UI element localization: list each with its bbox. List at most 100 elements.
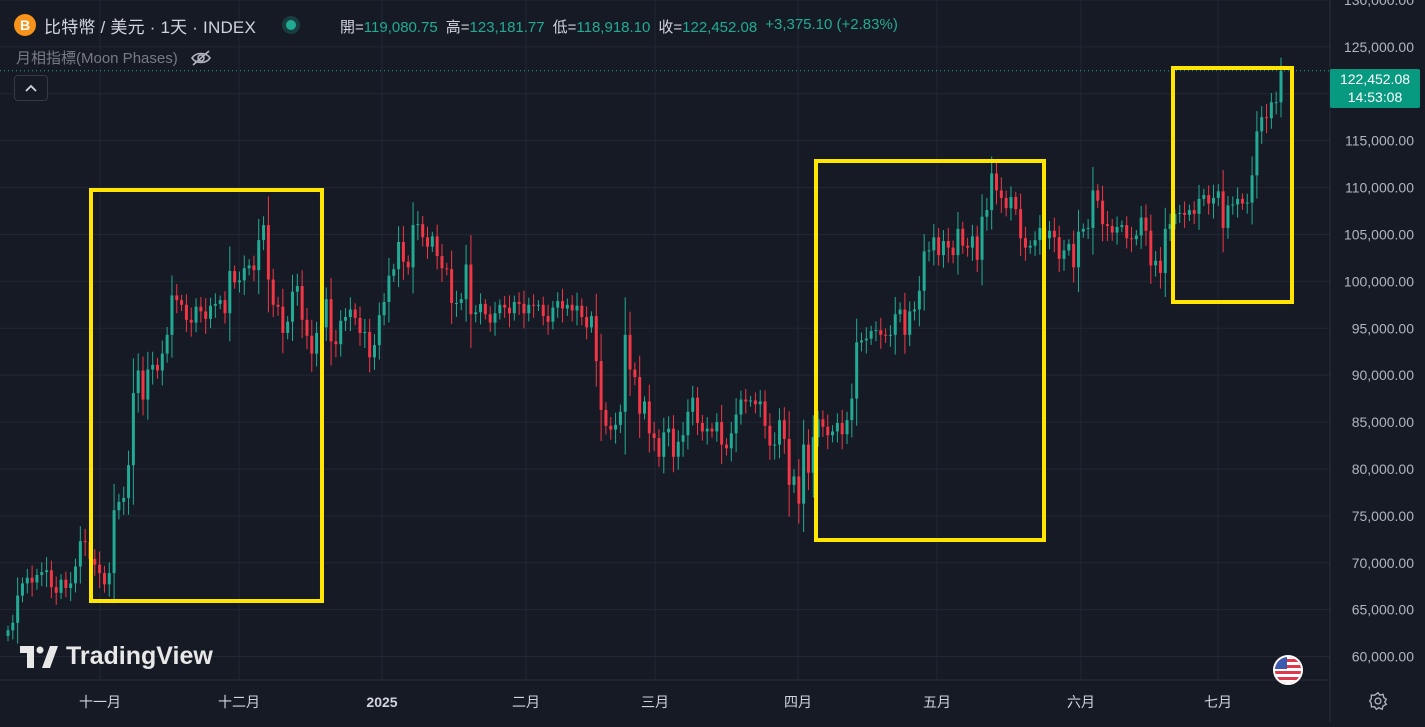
candle-body[interactable] — [589, 316, 593, 328]
candle-body[interactable] — [151, 364, 155, 370]
candle-body[interactable] — [1110, 226, 1114, 233]
collapse-legend-button[interactable] — [14, 75, 48, 101]
candle-body[interactable] — [204, 311, 208, 319]
candle-body[interactable] — [1134, 235, 1138, 240]
candle-body[interactable] — [1168, 224, 1172, 229]
candle-body[interactable] — [440, 256, 444, 269]
candle-body[interactable] — [170, 295, 174, 335]
candle-body[interactable] — [864, 338, 868, 341]
candle-body[interactable] — [671, 428, 675, 457]
candle-body[interactable] — [1144, 217, 1148, 231]
candle-body[interactable] — [729, 433, 733, 449]
candle-body[interactable] — [1154, 260, 1158, 266]
candle-body[interactable] — [995, 173, 998, 191]
candle-body[interactable] — [291, 291, 294, 322]
candle-body[interactable] — [594, 316, 598, 362]
candle-body[interactable] — [102, 573, 106, 585]
candle-body[interactable] — [845, 420, 849, 435]
candle-body[interactable] — [676, 441, 680, 457]
candle-body[interactable] — [430, 236, 434, 247]
candle-body[interactable] — [705, 428, 709, 432]
candle-body[interactable] — [54, 587, 58, 593]
candle-body[interactable] — [25, 577, 29, 584]
candle-body[interactable] — [1028, 245, 1032, 248]
candle-body[interactable] — [966, 245, 970, 248]
candle-body[interactable] — [1260, 117, 1264, 132]
candle-body[interactable] — [295, 286, 299, 292]
candle-body[interactable] — [575, 305, 579, 311]
candle-body[interactable] — [1139, 217, 1143, 236]
candle-body[interactable] — [98, 564, 102, 574]
candle-body[interactable] — [1240, 198, 1244, 204]
symbol-header[interactable]: B 比特幣 / 美元 · 1天 · INDEX — [14, 12, 314, 38]
candle-body[interactable] — [946, 241, 950, 248]
candle-body[interactable] — [855, 342, 859, 399]
candle-body[interactable] — [1062, 250, 1066, 259]
candle-body[interactable] — [401, 241, 405, 262]
candle-body[interactable] — [194, 306, 198, 323]
candle-body[interactable] — [647, 401, 651, 434]
candle-body[interactable] — [233, 271, 237, 283]
candle-body[interactable] — [74, 566, 78, 584]
candle-body[interactable] — [657, 438, 661, 457]
candle-body[interactable] — [1125, 225, 1129, 239]
candle-body[interactable] — [797, 476, 801, 504]
candle-body[interactable] — [802, 444, 806, 504]
candle-body[interactable] — [45, 570, 49, 573]
candle-body[interactable] — [1096, 190, 1100, 201]
candle-body[interactable] — [739, 399, 743, 415]
candle-body[interactable] — [11, 622, 15, 631]
candle-body[interactable] — [1236, 198, 1240, 205]
candle-body[interactable] — [546, 316, 550, 322]
candle-body[interactable] — [1187, 210, 1191, 215]
candle-body[interactable] — [1274, 102, 1278, 104]
candle-body[interactable] — [1183, 212, 1187, 215]
candle-body[interactable] — [835, 423, 839, 432]
candle-body[interactable] — [209, 305, 213, 319]
candle-body[interactable] — [628, 334, 632, 370]
candle-body[interactable] — [1163, 228, 1167, 273]
candle-body[interactable] — [353, 309, 357, 318]
candle-body[interactable] — [1245, 202, 1249, 204]
candle-body[interactable] — [1216, 191, 1220, 198]
candle-body[interactable] — [811, 437, 815, 473]
candle-body[interactable] — [1105, 224, 1109, 227]
candle-body[interactable] — [160, 353, 164, 371]
candle-body[interactable] — [228, 271, 232, 314]
candle-body[interactable] — [1255, 131, 1259, 176]
candle-body[interactable] — [122, 498, 126, 502]
candle-body[interactable] — [1207, 195, 1211, 204]
candle-body[interactable] — [503, 304, 507, 308]
candle-body[interactable] — [1197, 198, 1201, 214]
candle-body[interactable] — [633, 369, 637, 378]
candle-body[interactable] — [536, 304, 540, 306]
candle-body[interactable] — [806, 444, 810, 473]
candle-body[interactable] — [1130, 238, 1134, 240]
candle-body[interactable] — [565, 304, 569, 309]
candle-body[interactable] — [262, 225, 266, 241]
market-status-dot-icon[interactable] — [286, 20, 296, 30]
candle-body[interactable] — [310, 335, 314, 354]
candle-body[interactable] — [527, 304, 531, 314]
candle-body[interactable] — [532, 304, 536, 306]
candle-body[interactable] — [416, 224, 420, 226]
candle-body[interactable] — [459, 299, 463, 303]
candle-body[interactable] — [271, 279, 275, 305]
candle-body[interactable] — [724, 444, 728, 449]
candle-body[interactable] — [1072, 243, 1076, 268]
candle-body[interactable] — [1076, 231, 1080, 268]
candle-body[interactable] — [715, 422, 719, 432]
candle-body[interactable] — [975, 236, 979, 260]
candle-body[interactable] — [710, 428, 714, 432]
candle-body[interactable] — [1057, 237, 1061, 259]
candle-body[interactable] — [426, 237, 430, 247]
candle-body[interactable] — [237, 280, 241, 283]
candle-body[interactable] — [961, 228, 965, 246]
candle-body[interactable] — [1279, 70, 1283, 103]
candle-body[interactable] — [1048, 230, 1052, 239]
candle-body[interactable] — [1250, 175, 1254, 203]
candle-body[interactable] — [372, 345, 376, 358]
candle-body[interactable] — [1149, 230, 1153, 266]
candle-body[interactable] — [826, 426, 830, 436]
candle-body[interactable] — [392, 269, 396, 276]
